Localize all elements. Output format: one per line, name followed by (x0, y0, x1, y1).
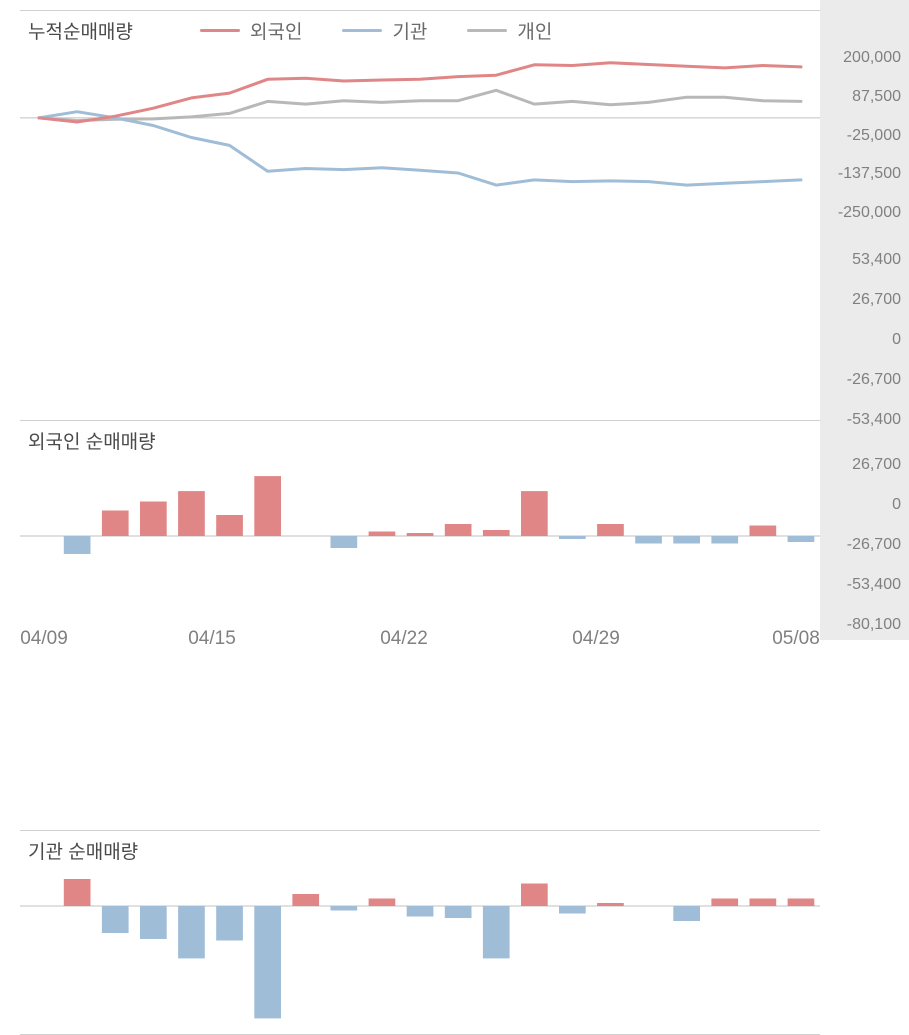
panel-title-cumulative: 누적순매매량 (28, 17, 133, 44)
bar-chart-institution (20, 866, 820, 1026)
y-tick-label: -250,000 (826, 204, 901, 222)
y-tick-label: -26,700 (826, 371, 901, 389)
y-tick-label: 26,700 (826, 291, 901, 309)
x-tick-label: 04/29 (572, 628, 620, 650)
legend-label-foreign: 외국인 (250, 17, 302, 44)
y-tick-label: -80,100 (826, 616, 901, 634)
panel-foreign-net: 외국인 순매매량 (20, 420, 820, 625)
bar-chart-foreign (20, 456, 820, 616)
x-tick-label: 05/08 (772, 628, 820, 650)
x-tick-label: 04/15 (188, 628, 236, 650)
legend-item-individual: 개인 (467, 17, 552, 44)
y-tick-label: -137,500 (826, 165, 901, 183)
panel-title-institution: 기관 순매매량 (28, 837, 138, 864)
y-tick-label: 200,000 (826, 49, 901, 67)
y-tick-label: 87,500 (826, 88, 901, 106)
y-tick-label: -53,400 (826, 576, 901, 594)
y-tick-label: -53,400 (826, 411, 901, 429)
legend-swatch-individual (467, 29, 507, 32)
y-tick-label: 53,400 (826, 251, 901, 269)
legend-swatch-institution (342, 29, 382, 32)
x-tick-label: 04/09 (20, 628, 68, 650)
y-tick-label: 0 (826, 331, 901, 349)
panel-institution-net: 기관 순매매량 (20, 830, 820, 1035)
legend-label-individual: 개인 (517, 17, 552, 44)
y-tick-label: -26,700 (826, 536, 901, 554)
legend-item-foreign: 외국인 (200, 17, 302, 44)
x-tick-label: 04/22 (380, 628, 428, 650)
legend-swatch-foreign (200, 29, 240, 32)
y-tick-label: 0 (826, 496, 901, 514)
x-axis: 04/09 04/15 04/22 04/29 05/08 (20, 628, 820, 658)
legend-label-institution: 기관 (392, 17, 427, 44)
legend-item-institution: 기관 (342, 17, 427, 44)
y-tick-label: 26,700 (826, 456, 901, 474)
chart-container: 누적순매매량 외국인 기관 개인 외국인 순매매량 기관 순매매량 (20, 10, 820, 625)
y-tick-label: -25,000 (826, 127, 901, 145)
legend: 외국인 기관 개인 (200, 17, 552, 44)
panel-title-foreign: 외국인 순매매량 (28, 427, 156, 454)
panel-cumulative: 누적순매매량 외국인 기관 개인 (20, 10, 820, 215)
line-chart-cumulative (20, 49, 820, 204)
